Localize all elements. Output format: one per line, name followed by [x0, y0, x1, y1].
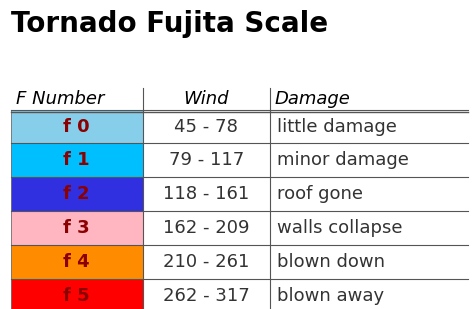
Text: minor damage: minor damage	[277, 151, 409, 169]
Text: 162 - 209: 162 - 209	[163, 219, 250, 237]
Text: Wind: Wind	[183, 90, 229, 108]
FancyBboxPatch shape	[11, 110, 143, 143]
Text: f 5: f 5	[64, 286, 90, 305]
Text: Damage: Damage	[275, 90, 351, 108]
FancyBboxPatch shape	[11, 177, 143, 211]
FancyBboxPatch shape	[11, 245, 143, 279]
Text: 210 - 261: 210 - 261	[163, 253, 249, 271]
Text: f 2: f 2	[64, 185, 90, 203]
Text: 45 - 78: 45 - 78	[174, 117, 238, 136]
FancyBboxPatch shape	[11, 211, 143, 245]
Text: blown down: blown down	[277, 253, 385, 271]
Text: f 1: f 1	[64, 151, 90, 169]
Text: 118 - 161: 118 - 161	[163, 185, 249, 203]
Text: blown away: blown away	[277, 286, 384, 305]
FancyBboxPatch shape	[11, 279, 143, 309]
Text: little damage: little damage	[277, 117, 397, 136]
Text: walls collapse: walls collapse	[277, 219, 402, 237]
Text: F Number: F Number	[16, 90, 104, 108]
Text: roof gone: roof gone	[277, 185, 363, 203]
Text: 262 - 317: 262 - 317	[163, 286, 250, 305]
Text: 79 - 117: 79 - 117	[169, 151, 244, 169]
Text: f 0: f 0	[64, 117, 90, 136]
Text: f 3: f 3	[64, 219, 90, 237]
Text: Tornado Fujita Scale: Tornado Fujita Scale	[11, 10, 328, 37]
Text: f 4: f 4	[64, 253, 90, 271]
FancyBboxPatch shape	[11, 143, 143, 177]
